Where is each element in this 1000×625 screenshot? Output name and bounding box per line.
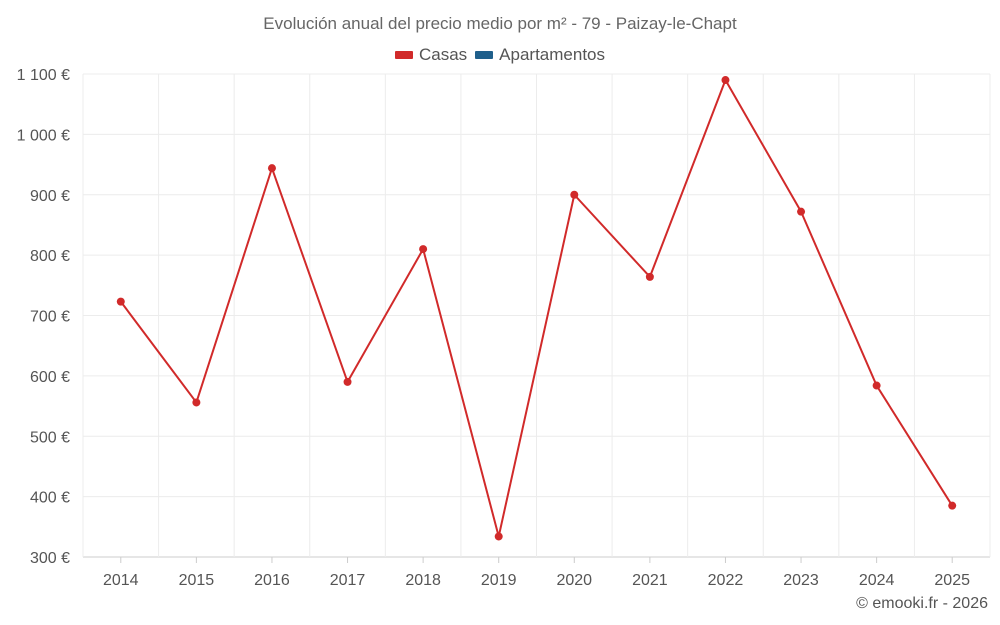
x-tick-label: 2017 — [330, 572, 366, 589]
data-point — [645, 272, 654, 281]
x-tick-label: 2018 — [405, 572, 441, 589]
x-tick-label: 2022 — [708, 572, 744, 589]
x-tick-label: 2014 — [103, 572, 139, 589]
y-tick-label: 500 € — [30, 429, 70, 446]
data-point — [267, 164, 276, 173]
data-point — [872, 381, 881, 390]
legend: Casas Apartamentos — [0, 45, 1000, 65]
data-point — [116, 297, 125, 306]
x-tick-label: 2024 — [859, 572, 895, 589]
legend-swatch-apartamentos — [475, 51, 494, 59]
y-tick-label: 900 € — [30, 188, 70, 205]
y-tick-label: 300 € — [30, 550, 70, 567]
y-tick-label: 1 000 € — [17, 127, 70, 144]
y-tick-label: 700 € — [30, 309, 70, 326]
y-tick-label: 600 € — [30, 369, 70, 386]
legend-label-apartamentos: Apartamentos — [499, 45, 606, 64]
x-tick-label: 2015 — [179, 572, 215, 589]
x-tick-label: 2020 — [556, 572, 592, 589]
data-point — [721, 76, 730, 85]
x-tick-label: 2023 — [783, 572, 819, 589]
legend-item-casas[interactable]: Casas — [394, 45, 468, 65]
data-point — [343, 377, 352, 386]
data-point — [570, 190, 579, 199]
x-tick-label: 2025 — [934, 572, 970, 589]
legend-label-casas: Casas — [418, 45, 468, 64]
series-line-casas — [119, 79, 954, 538]
x-tick-label: 2016 — [254, 572, 290, 589]
copyright-footer: © emooki.fr - 2026 — [856, 595, 988, 612]
x-tick-label: 2021 — [632, 572, 668, 589]
y-tick-label: 400 € — [30, 490, 70, 507]
data-point — [419, 245, 428, 254]
y-tick-label: 800 € — [30, 248, 70, 265]
legend-item-apartamentos[interactable]: Apartamentos — [475, 45, 605, 65]
data-point — [948, 501, 957, 510]
chart-title: Evolución anual del precio medio por m² … — [263, 14, 737, 33]
data-point — [797, 207, 806, 216]
y-tick-label: 1 100 € — [17, 67, 70, 84]
x-tick-label: 2019 — [481, 572, 517, 589]
data-point — [192, 398, 201, 407]
data-point — [494, 532, 503, 541]
legend-swatch-casas — [394, 51, 413, 59]
